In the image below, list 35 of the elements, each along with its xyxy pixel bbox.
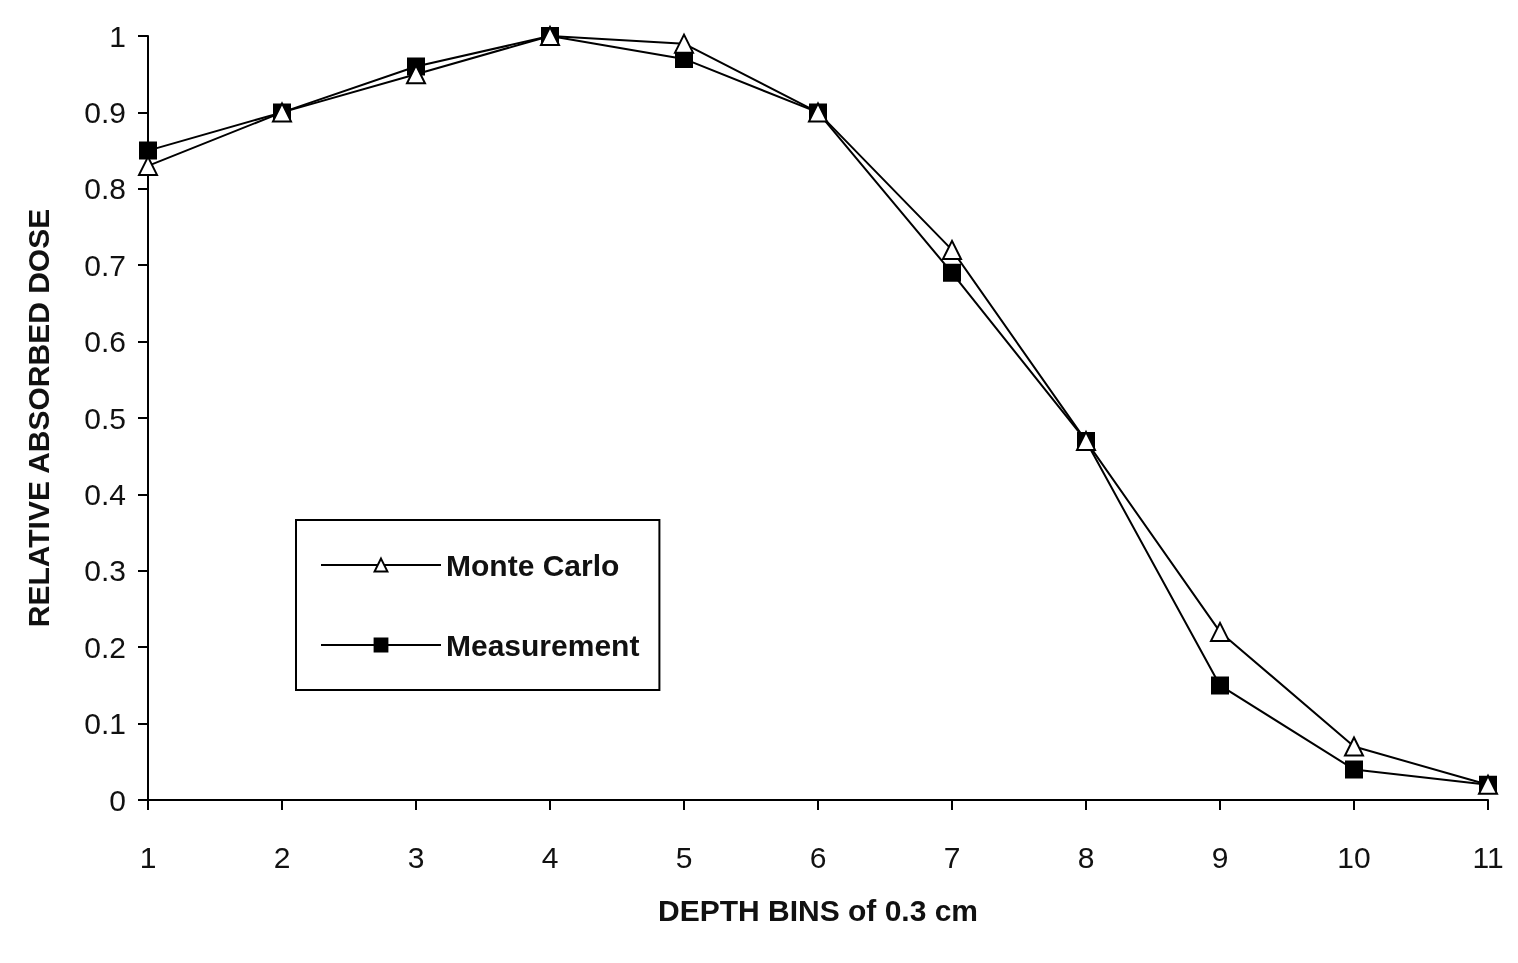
y-tick-label: 0 bbox=[109, 783, 126, 817]
x-tick-label: 6 bbox=[809, 840, 827, 874]
y-tick-label: 0.3 bbox=[84, 554, 126, 588]
legend-label: Monte Carlo bbox=[446, 548, 620, 582]
x-tick-label: 10 bbox=[1337, 840, 1371, 874]
y-tick-label: 0.2 bbox=[84, 630, 126, 664]
x-tick-label: 5 bbox=[675, 840, 693, 874]
y-tick-label: 0.9 bbox=[84, 95, 126, 129]
point bbox=[1211, 676, 1229, 695]
point bbox=[1344, 736, 1364, 757]
x-tick-label: 7 bbox=[943, 840, 961, 874]
x-tick-label: 8 bbox=[1077, 840, 1095, 874]
x-tick-label: 9 bbox=[1211, 840, 1229, 874]
x-axis-title: DEPTH BINS of 0.3 cm bbox=[657, 893, 979, 927]
point bbox=[1210, 621, 1230, 642]
y-tick-label: 0.8 bbox=[84, 172, 126, 206]
legend-label: Measurement bbox=[446, 628, 640, 662]
point bbox=[1345, 760, 1363, 779]
y-tick-label: 1 bbox=[109, 19, 126, 53]
point bbox=[139, 141, 157, 160]
x-tick-label: 11 bbox=[1472, 840, 1504, 874]
x-tick-label: 2 bbox=[273, 840, 291, 874]
y-axis-title: RELATIVE ABSORBED DOSE bbox=[21, 208, 55, 628]
point bbox=[942, 239, 962, 260]
y-tick-label: 0.6 bbox=[84, 325, 126, 359]
y-tick-label: 0.7 bbox=[84, 248, 126, 282]
x-tick-label: 4 bbox=[541, 840, 559, 874]
point bbox=[674, 33, 694, 54]
point bbox=[406, 64, 426, 85]
y-tick-label: 0.1 bbox=[84, 707, 126, 741]
x-tick-label: 1 bbox=[139, 840, 157, 874]
point bbox=[943, 263, 961, 282]
y-tick-label: 0.5 bbox=[84, 401, 126, 435]
y-tick-label: 0.4 bbox=[84, 477, 126, 511]
x-tick-label: 3 bbox=[407, 840, 425, 874]
